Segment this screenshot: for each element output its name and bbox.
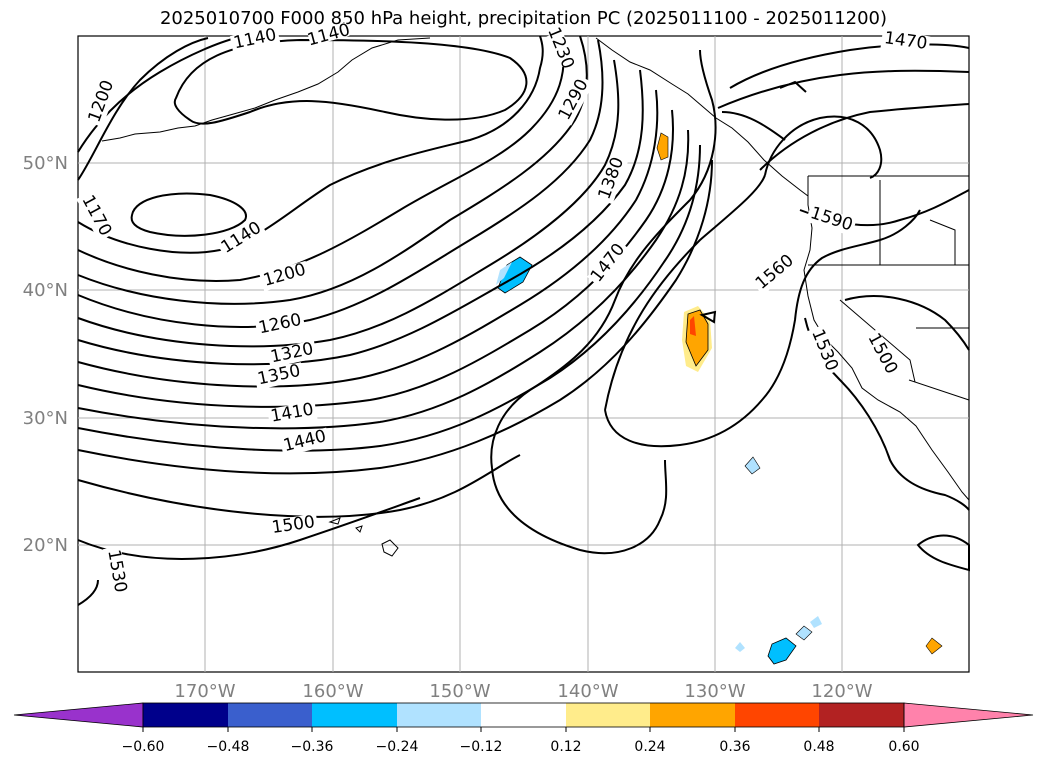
colorbar-tick-label: 0.12 xyxy=(550,739,581,755)
lon-label: 150°W xyxy=(429,681,490,702)
colorbar-bin xyxy=(819,703,904,727)
colorbar-extend-max xyxy=(903,702,1034,728)
lat-label: 40°N xyxy=(23,280,68,301)
height-contours xyxy=(77,35,970,606)
lon-label: 140°W xyxy=(557,681,618,702)
lon-label: 120°W xyxy=(811,681,872,702)
colorbar-bin xyxy=(312,703,397,727)
lon-label: 170°W xyxy=(174,681,235,702)
colorbar-tick-label: −0.60 xyxy=(122,739,165,755)
lat-labels: 50°N 40°N 30°N 20°N xyxy=(23,153,68,556)
lon-label: 160°W xyxy=(302,681,363,702)
lon-labels: 170°W 160°W 150°W 140°W 130°W 120°W xyxy=(174,681,872,702)
colorbar-tick-label: 0.48 xyxy=(803,739,834,755)
colorbar-tick-label: 0.60 xyxy=(888,739,919,755)
colorbar-bin xyxy=(228,703,312,727)
lat-label: 30°N xyxy=(23,408,68,429)
colorbar-bin xyxy=(650,703,735,727)
colorbar-tick-label: −0.48 xyxy=(207,739,250,755)
colorbar-bin xyxy=(481,703,566,727)
colorbar-outline xyxy=(142,702,905,728)
colorbar-bin xyxy=(143,703,228,727)
colorbar-tick-label: 0.36 xyxy=(719,739,750,755)
colorbar-bin xyxy=(397,703,481,727)
coastlines xyxy=(101,37,970,557)
colorbar-tick-label: −0.12 xyxy=(460,739,503,755)
colorbar-tick-label: −0.36 xyxy=(291,739,334,755)
precip-shading xyxy=(496,132,943,665)
colorbar-tick-label: 0.24 xyxy=(634,739,665,755)
colorbar-extend-min xyxy=(13,702,144,728)
lon-label: 130°W xyxy=(684,681,745,702)
colorbar-tick-label: −0.24 xyxy=(376,739,419,755)
lat-label: 50°N xyxy=(23,153,68,174)
contour-labels: 1140 1140 1200 1170 1140 1200 1260 1320 xyxy=(76,20,931,597)
colorbar: −0.60 −0.48 −0.36 −0.24 −0.12 0.12 0.24 … xyxy=(13,702,1034,755)
lat-label: 20°N xyxy=(23,535,68,556)
colorbar-bin xyxy=(566,703,650,727)
colorbar-bin xyxy=(735,703,819,727)
